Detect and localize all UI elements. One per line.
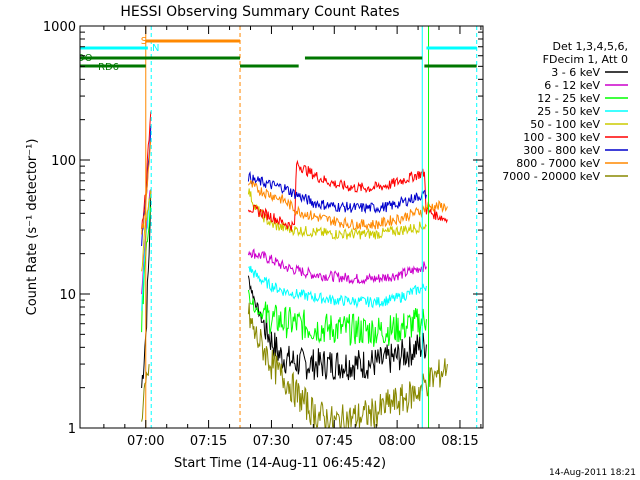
legend-header-1: Det 1,3,4,5,6, [552, 40, 628, 53]
legend: Det 1,3,4,5,6,FDecim 1, Att 03 - 6 keV6 … [502, 40, 628, 183]
legend-entry-6: 100 - 300 keV [523, 131, 600, 144]
x-tick-label-6: 08:15 [441, 434, 478, 449]
status-label-rdo: RDO [70, 53, 93, 64]
y-tick-label-1: 1 [68, 422, 76, 437]
y-tick-label-3: 100 [51, 154, 76, 169]
legend-entry-8: 800 - 7000 keV [516, 157, 600, 170]
x-tick-label-1: 07:00 [127, 434, 164, 449]
x-axis-label: Start Time (14-Aug-11 06:45:42) [174, 456, 386, 471]
x-tick-label-5: 08:00 [378, 434, 415, 449]
y-axis-label: Count Rate (s⁻¹ detector⁻¹) [25, 139, 40, 316]
series-line-8-seg2 [247, 179, 448, 231]
plot-frame [79, 25, 484, 429]
x-tick-label-3: 07:30 [253, 434, 290, 449]
timestamp-label: 14-Aug-2011 18:21 [549, 468, 636, 478]
legend-entry-2: 6 - 12 keV [544, 79, 600, 92]
series-line-9-seg2 [247, 302, 448, 428]
legend-entry-1: 3 - 6 keV [551, 66, 600, 79]
legend-entry-3: 12 - 25 keV [537, 92, 600, 105]
y-tick-label-4: 1000 [43, 20, 76, 35]
status-label-rd6: RD6 [98, 62, 119, 73]
legend-header-2: FDecim 1, Att 0 [543, 53, 628, 66]
series-line-2-seg2 [247, 248, 427, 285]
legend-entry-4: 25 - 50 keV [537, 105, 600, 118]
series-line-3-seg2 [247, 289, 427, 347]
status-label-s: S [141, 36, 147, 47]
series-line-7-seg2 [247, 170, 427, 214]
series-line-6-seg2 [247, 159, 448, 231]
series-line-5-seg2 [247, 188, 427, 241]
series-line-1-seg2 [247, 275, 427, 381]
legend-entry-9: 7000 - 20000 keV [502, 170, 600, 183]
x-tick-label-4: 07:45 [316, 434, 353, 449]
legend-entry-7: 300 - 800 keV [523, 144, 600, 157]
legend-entry-5: 50 - 100 keV [530, 118, 600, 131]
status-label-n: N [152, 43, 159, 54]
y-tick-label-2: 10 [59, 288, 76, 303]
x-tick-label-2: 07:15 [190, 434, 227, 449]
series-line-4-seg2 [248, 265, 427, 309]
chart-title: HESSI Observing Summary Count Rates [120, 4, 399, 20]
